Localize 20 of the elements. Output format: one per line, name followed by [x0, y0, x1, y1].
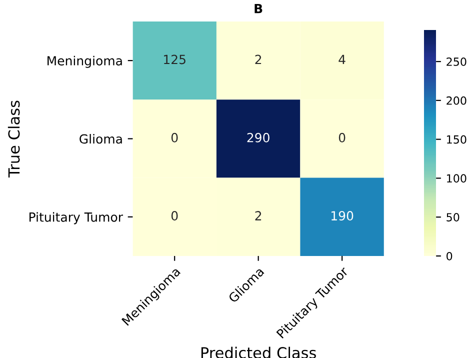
color-bar-label: 250	[446, 58, 466, 66]
data-label: 2	[255, 211, 262, 220]
y-axis-title: True Class	[8, 100, 20, 178]
data-label: 0	[171, 132, 178, 142]
chart-title: B	[254, 4, 262, 14]
color-bar-label: 50	[446, 213, 460, 222]
color-bar-label: 200	[446, 96, 466, 105]
data-label: 125	[164, 54, 186, 64]
y-tick-label: Pituitary Tumor	[30, 212, 123, 224]
data-label: 290	[247, 132, 270, 142]
data-label: 2	[255, 54, 262, 64]
data-label: 190	[332, 211, 354, 221]
color-bar-label: 150	[447, 135, 466, 144]
data-label: 4	[338, 54, 346, 64]
data-label: 0	[338, 132, 346, 142]
color-bar-label: 0	[446, 252, 452, 260]
color-bar-label: 100	[447, 174, 466, 183]
data-label: 0	[171, 211, 178, 221]
y-tick-label: Meningioma	[48, 56, 122, 68]
y-tick-label: Glioma	[80, 134, 122, 144]
